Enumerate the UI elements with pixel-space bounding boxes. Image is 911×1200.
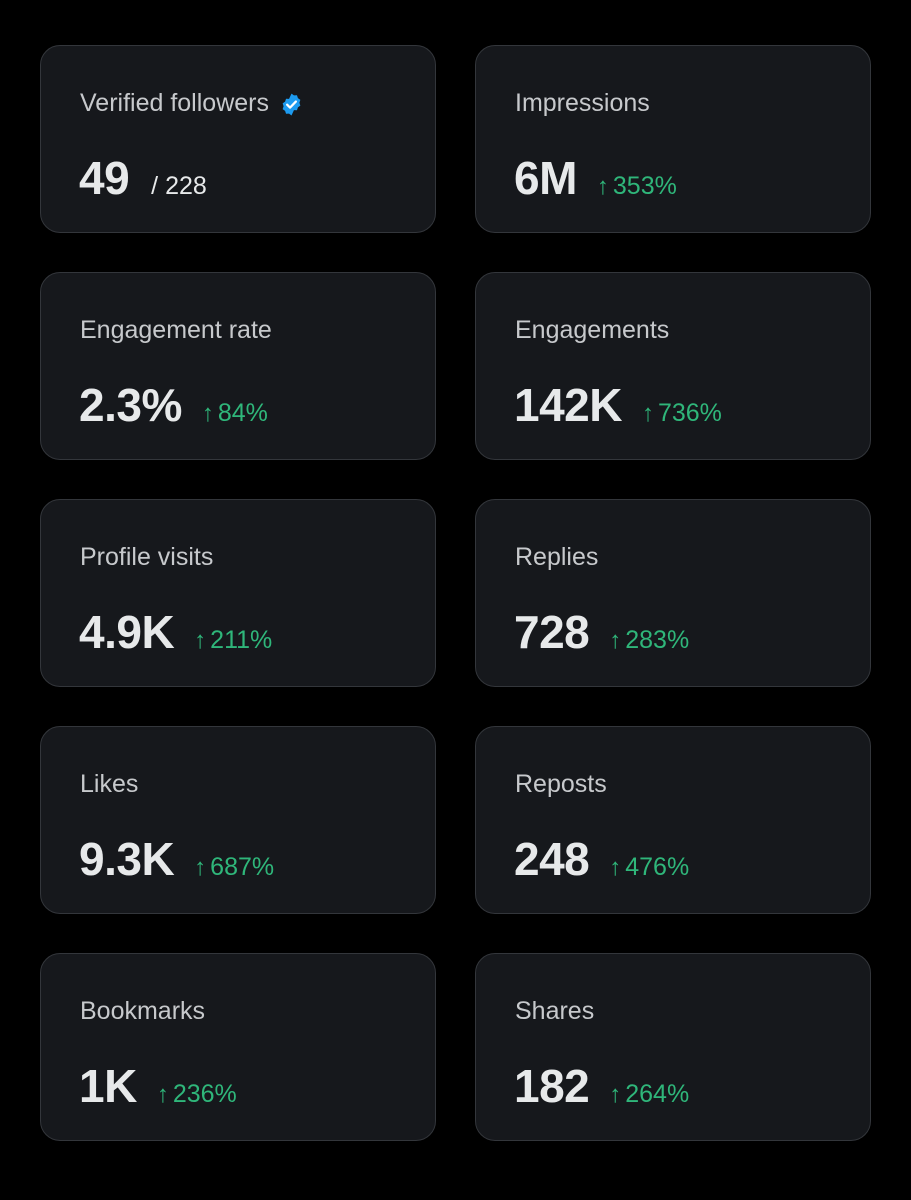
verified-badge-icon xyxy=(282,93,301,115)
stat-card-verified-followers[interactable]: Verified followers 49 / 228 xyxy=(40,45,436,233)
stat-value-row: 182 ↑ 264% xyxy=(514,1058,689,1114)
arrow-up-icon: ↑ xyxy=(609,627,622,654)
stat-value-row: 248 ↑ 476% xyxy=(514,831,689,887)
stat-value: 6M xyxy=(514,152,577,204)
stat-card-engagement-rate[interactable]: Engagement rate 2.3% ↑ 84% xyxy=(40,272,436,460)
stat-change-value: 476% xyxy=(625,853,690,881)
stat-change-value: 687% xyxy=(210,853,275,881)
stat-value: 248 xyxy=(514,833,590,885)
stat-value-row: 142K ↑ 736% xyxy=(514,377,722,433)
stat-value-row: 4.9K ↑ 211% xyxy=(79,604,272,660)
arrow-up-icon: ↑ xyxy=(194,854,207,881)
stat-change: ↑ 476% xyxy=(609,852,689,883)
arrow-up-icon: ↑ xyxy=(609,854,622,881)
arrow-up-icon: ↑ xyxy=(596,173,609,200)
stat-change: ↑ 736% xyxy=(642,398,722,429)
stat-change-value: 264% xyxy=(625,1080,690,1108)
arrow-up-icon: ↑ xyxy=(201,400,214,427)
stat-change-value: 236% xyxy=(172,1080,237,1108)
stat-change: ↑ 353% xyxy=(597,171,677,202)
stat-label: Verified followers xyxy=(80,89,269,117)
stat-card-engagements[interactable]: Engagements 142K ↑ 736% xyxy=(475,272,871,460)
stat-card-impressions[interactable]: Impressions 6M ↑ 353% xyxy=(475,45,871,233)
stat-label: Engagement rate xyxy=(80,316,272,344)
stat-value: 9.3K xyxy=(79,833,175,885)
stat-value: 728 xyxy=(514,606,590,658)
stat-card-reposts[interactable]: Reposts 248 ↑ 476% xyxy=(475,726,871,914)
stat-value-row: 2.3% ↑ 84% xyxy=(79,377,268,433)
stat-value-row: 728 ↑ 283% xyxy=(514,604,689,660)
stat-label: Profile visits xyxy=(80,543,214,571)
stat-label: Reposts xyxy=(515,770,607,798)
stat-change-value: 211% xyxy=(210,626,273,654)
stat-change: ↑ 211% xyxy=(194,625,272,656)
stat-card-likes[interactable]: Likes 9.3K ↑ 687% xyxy=(40,726,436,914)
stat-label-row: Verified followers xyxy=(80,88,304,118)
stat-change: ↑ 264% xyxy=(609,1079,689,1110)
stat-change: ↑ 84% xyxy=(202,398,268,429)
stat-label: Replies xyxy=(515,543,599,571)
stat-value: 2.3% xyxy=(79,379,182,431)
stat-change: ↑ 283% xyxy=(609,625,689,656)
stat-label: Bookmarks xyxy=(80,997,206,1025)
stat-card-replies[interactable]: Replies 728 ↑ 283% xyxy=(475,499,871,687)
stat-change-value: 283% xyxy=(625,626,690,654)
stat-change-value: 736% xyxy=(657,399,722,427)
stat-label: Likes xyxy=(80,770,139,798)
stat-value-row: 9.3K ↑ 687% xyxy=(79,831,274,887)
stat-value-row: 6M ↑ 353% xyxy=(514,150,677,206)
arrow-up-icon: ↑ xyxy=(609,1081,622,1108)
stat-change: ↑ 236% xyxy=(157,1079,237,1110)
stat-label: Impressions xyxy=(515,89,650,117)
stat-value: 4.9K xyxy=(79,606,175,658)
stat-change-value: 353% xyxy=(612,172,677,200)
stat-card-bookmarks[interactable]: Bookmarks 1K ↑ 236% xyxy=(40,953,436,1141)
arrow-up-icon: ↑ xyxy=(156,1081,169,1108)
stat-value: 182 xyxy=(514,1060,590,1112)
stats-grid: Verified followers 49 / 228 Impressions … xyxy=(40,45,871,1141)
arrow-up-icon: ↑ xyxy=(641,400,654,427)
stat-value: 142K xyxy=(514,379,622,431)
stat-label: Shares xyxy=(515,997,595,1025)
stat-change-value: 84% xyxy=(217,399,268,427)
stat-card-profile-visits[interactable]: Profile visits 4.9K ↑ 211% xyxy=(40,499,436,687)
stat-total: / 228 xyxy=(151,172,207,200)
arrow-up-icon: ↑ xyxy=(194,627,207,654)
stat-value: 49 xyxy=(79,152,130,204)
stat-value: 1K xyxy=(79,1060,137,1112)
stat-value-row: 49 / 228 xyxy=(79,150,207,206)
stat-card-shares[interactable]: Shares 182 ↑ 264% xyxy=(475,953,871,1141)
stat-change: ↑ 687% xyxy=(194,852,274,883)
stat-label: Engagements xyxy=(515,316,670,344)
stat-value-row: 1K ↑ 236% xyxy=(79,1058,237,1114)
